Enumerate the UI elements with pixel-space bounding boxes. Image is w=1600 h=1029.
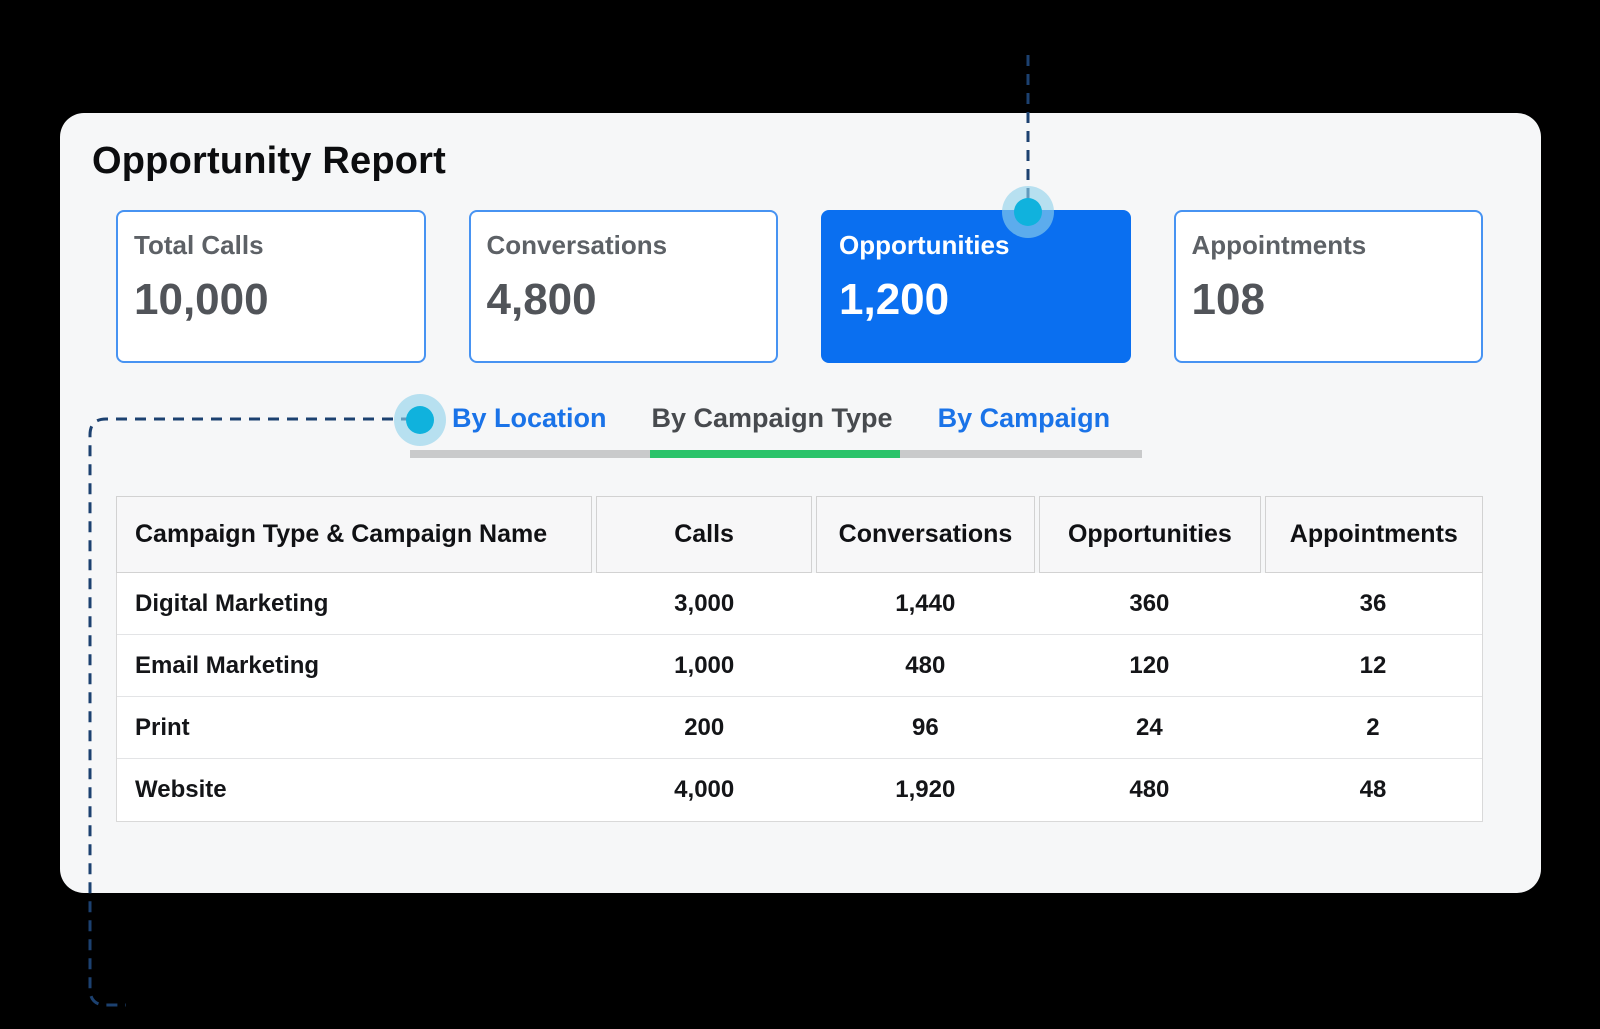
tab-by-campaign[interactable]: By Campaign: [937, 402, 1111, 433]
table-body: Digital Marketing 3,000 1,440 360 36 Ema…: [116, 573, 1483, 822]
stat-card-total-calls[interactable]: Total Calls 10,000: [116, 210, 426, 363]
value-cell: 480: [1129, 776, 1170, 803]
header-cell-calls: Calls: [596, 496, 812, 573]
value-cell: 96: [911, 713, 939, 741]
report-table: Campaign Type & Campaign Name Calls Conv…: [116, 496, 1483, 822]
stat-value: 108: [1191, 275, 1265, 324]
stat-card-opportunities-selected[interactable]: Opportunities 1,200: [821, 210, 1131, 363]
value-cell: 480: [905, 651, 946, 679]
table-row-digital-marketing: Digital Marketing 3,000 1,440 360 36: [117, 573, 1482, 635]
stat-card-appointments[interactable]: Appointments 108: [1173, 210, 1483, 363]
row-label-cell: Email Marketing: [135, 651, 320, 679]
stat-label: Opportunities: [839, 230, 1010, 260]
value-cell: 3,000: [674, 589, 735, 617]
row-label-cell: Print: [135, 713, 190, 741]
value-cell: 4,000: [674, 776, 735, 803]
value-cell: 1,920: [895, 776, 956, 803]
tab-underline-track: [410, 450, 1142, 458]
stat-label: Appointments: [1191, 230, 1367, 260]
table-row-email-marketing: Email Marketing 1,000 480 120 12: [117, 635, 1482, 697]
page-title: Opportunity Report: [92, 140, 447, 182]
table-row-website: Website 4,000 1,920 480 48: [117, 759, 1482, 821]
value-cell: 360: [1129, 589, 1170, 617]
report-panel: Opportunity Report Total Calls 10,000 Co…: [60, 113, 1541, 893]
stat-value: 10,000: [134, 275, 269, 324]
value-cell: 2: [1366, 713, 1380, 741]
value-cell: 1,000: [674, 651, 735, 679]
header-cell-opportunities: Opportunities: [1039, 496, 1261, 573]
stat-label: Conversations: [486, 230, 668, 260]
stat-value: 4,800: [486, 275, 597, 324]
tab-by-campaign-type[interactable]: By Campaign Type: [651, 402, 893, 433]
value-cell: 36: [1359, 589, 1387, 617]
stat-label: Total Calls: [134, 230, 264, 260]
tab-active-indicator: [650, 450, 900, 458]
report-tabs: By Location By Campaign Type By Campaign: [452, 400, 1110, 436]
header-cell-appointments: Appointments: [1264, 496, 1483, 573]
value-cell: 48: [1359, 776, 1387, 803]
tab-by-location[interactable]: By Location: [452, 402, 607, 433]
table-header: Campaign Type & Campaign Name Calls Conv…: [116, 496, 1483, 573]
row-label-cell: Digital Marketing: [135, 589, 329, 617]
value-cell: 12: [1359, 651, 1387, 679]
value-cell: 200: [684, 713, 725, 741]
value-cell: 120: [1129, 651, 1170, 679]
value-cell: 24: [1136, 713, 1163, 741]
stat-cards-row: Total Calls 10,000 Conversations 4,800 O…: [116, 210, 1483, 363]
header-cell-conversations: Conversations: [815, 496, 1036, 573]
header-cell-campaign: Campaign Type & Campaign Name: [116, 496, 593, 573]
table-row-print: Print 200 96 24 2: [117, 697, 1482, 759]
value-cell: 1,440: [895, 589, 956, 617]
stat-card-conversations[interactable]: Conversations 4,800: [468, 210, 778, 363]
stat-value: 1,200: [839, 275, 950, 324]
row-label-cell: Website: [135, 776, 227, 803]
